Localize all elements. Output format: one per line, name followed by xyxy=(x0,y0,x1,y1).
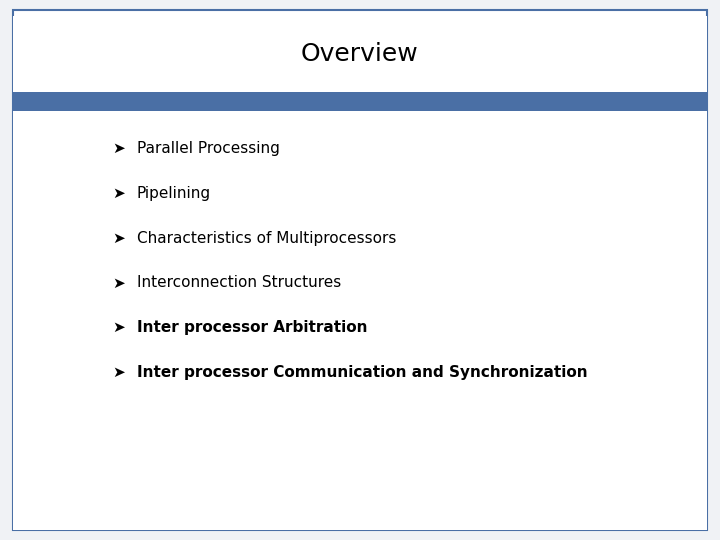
Text: ➤: ➤ xyxy=(112,275,125,291)
Bar xyxy=(13,111,707,530)
Text: Inter processor Arbitration: Inter processor Arbitration xyxy=(137,320,367,335)
Text: ➤: ➤ xyxy=(112,141,125,156)
Bar xyxy=(13,16,707,92)
Text: Overview: Overview xyxy=(301,42,419,66)
Text: ➤: ➤ xyxy=(112,186,125,201)
Bar xyxy=(13,92,707,111)
Text: ➤: ➤ xyxy=(112,320,125,335)
Text: Inter processor Communication and Synchronization: Inter processor Communication and Synchr… xyxy=(137,365,588,380)
Text: Parallel Processing: Parallel Processing xyxy=(137,141,279,156)
Text: Interconnection Structures: Interconnection Structures xyxy=(137,275,341,291)
Text: Characteristics of Multiprocessors: Characteristics of Multiprocessors xyxy=(137,231,396,246)
Text: ➤: ➤ xyxy=(112,231,125,246)
Text: Pipelining: Pipelining xyxy=(137,186,211,201)
Text: ➤: ➤ xyxy=(112,365,125,380)
